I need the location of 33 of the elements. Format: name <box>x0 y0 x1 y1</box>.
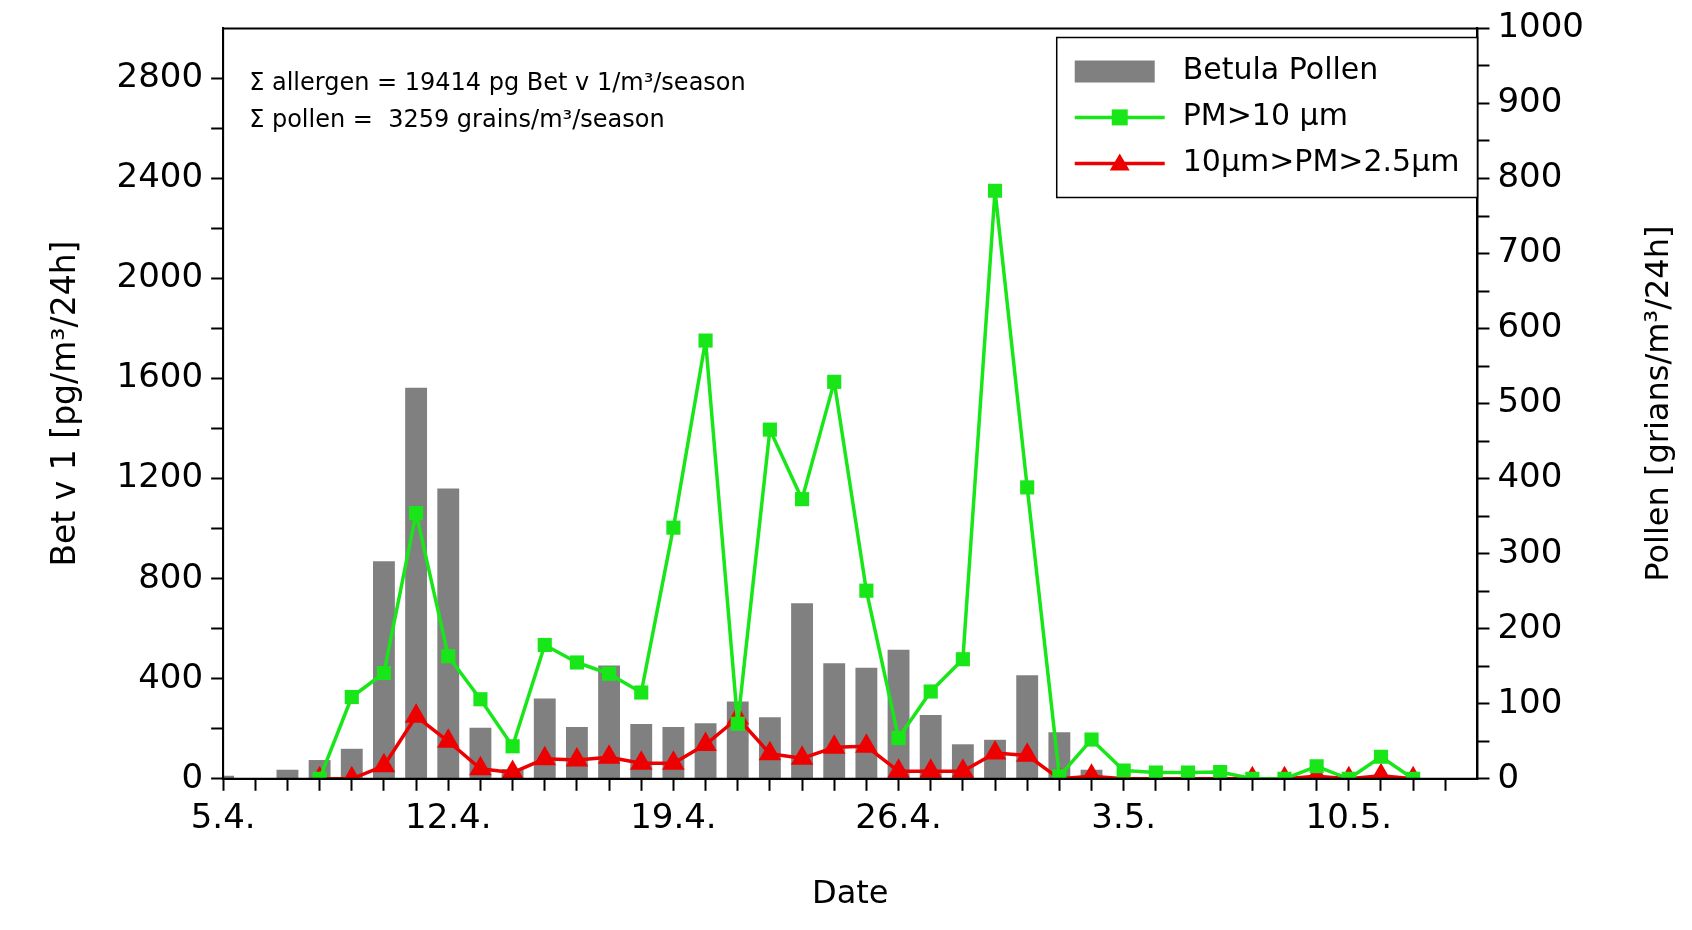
y-tick-label: 2800 <box>116 55 204 96</box>
y-tick-label: 0 <box>181 755 204 796</box>
annotation: Σ pollen = 3259 grains/m³/season <box>249 104 665 133</box>
x-tick-label: 5.4. <box>190 796 256 837</box>
x-tick-label: 19.4. <box>630 796 717 837</box>
x-tick-label: 10.5. <box>1305 796 1393 837</box>
y2-tick-label: 600 <box>1497 305 1563 346</box>
y2-tick-label: 500 <box>1497 380 1563 421</box>
y-tick-label: 2400 <box>116 155 204 196</box>
y-axis-title: Bet v 1 [pg/m³/24h] <box>44 240 84 567</box>
annotation: Σ allergen = 19414 pg Bet v 1/m³/season <box>249 67 746 96</box>
y-tick-label: 1600 <box>116 355 204 396</box>
legend-label: PM>10 µm <box>1182 97 1348 133</box>
x-tick-label: 12.4. <box>405 796 492 837</box>
x-tick-label: 26.4. <box>855 796 942 837</box>
y2-tick-label: 400 <box>1497 455 1563 496</box>
y2-tick-label: 100 <box>1497 680 1563 721</box>
y2-tick-label: 900 <box>1497 80 1563 121</box>
legend-label: Betula Pollen <box>1182 51 1379 87</box>
y2-tick-label: 1000 <box>1497 5 1584 46</box>
legend-label: 10µm>PM>2.5µm <box>1182 143 1460 179</box>
y2-tick-label: 700 <box>1497 230 1563 271</box>
y2-tick-label: 800 <box>1497 155 1563 196</box>
y-tick-label: 800 <box>138 555 204 596</box>
x-axis-title: Date <box>812 873 889 912</box>
y2-tick-label: 200 <box>1497 605 1563 646</box>
y-tick-label: 2000 <box>116 255 204 296</box>
x-tick-label: 3.5. <box>1091 796 1157 837</box>
y2-tick-label: 300 <box>1497 530 1563 571</box>
y-tick-label: 1200 <box>116 455 204 496</box>
y2-axis-title: Pollen [grians/m³/24h] <box>1638 225 1677 582</box>
y2-tick-label: 0 <box>1497 755 1520 796</box>
y-tick-label: 400 <box>138 655 204 696</box>
